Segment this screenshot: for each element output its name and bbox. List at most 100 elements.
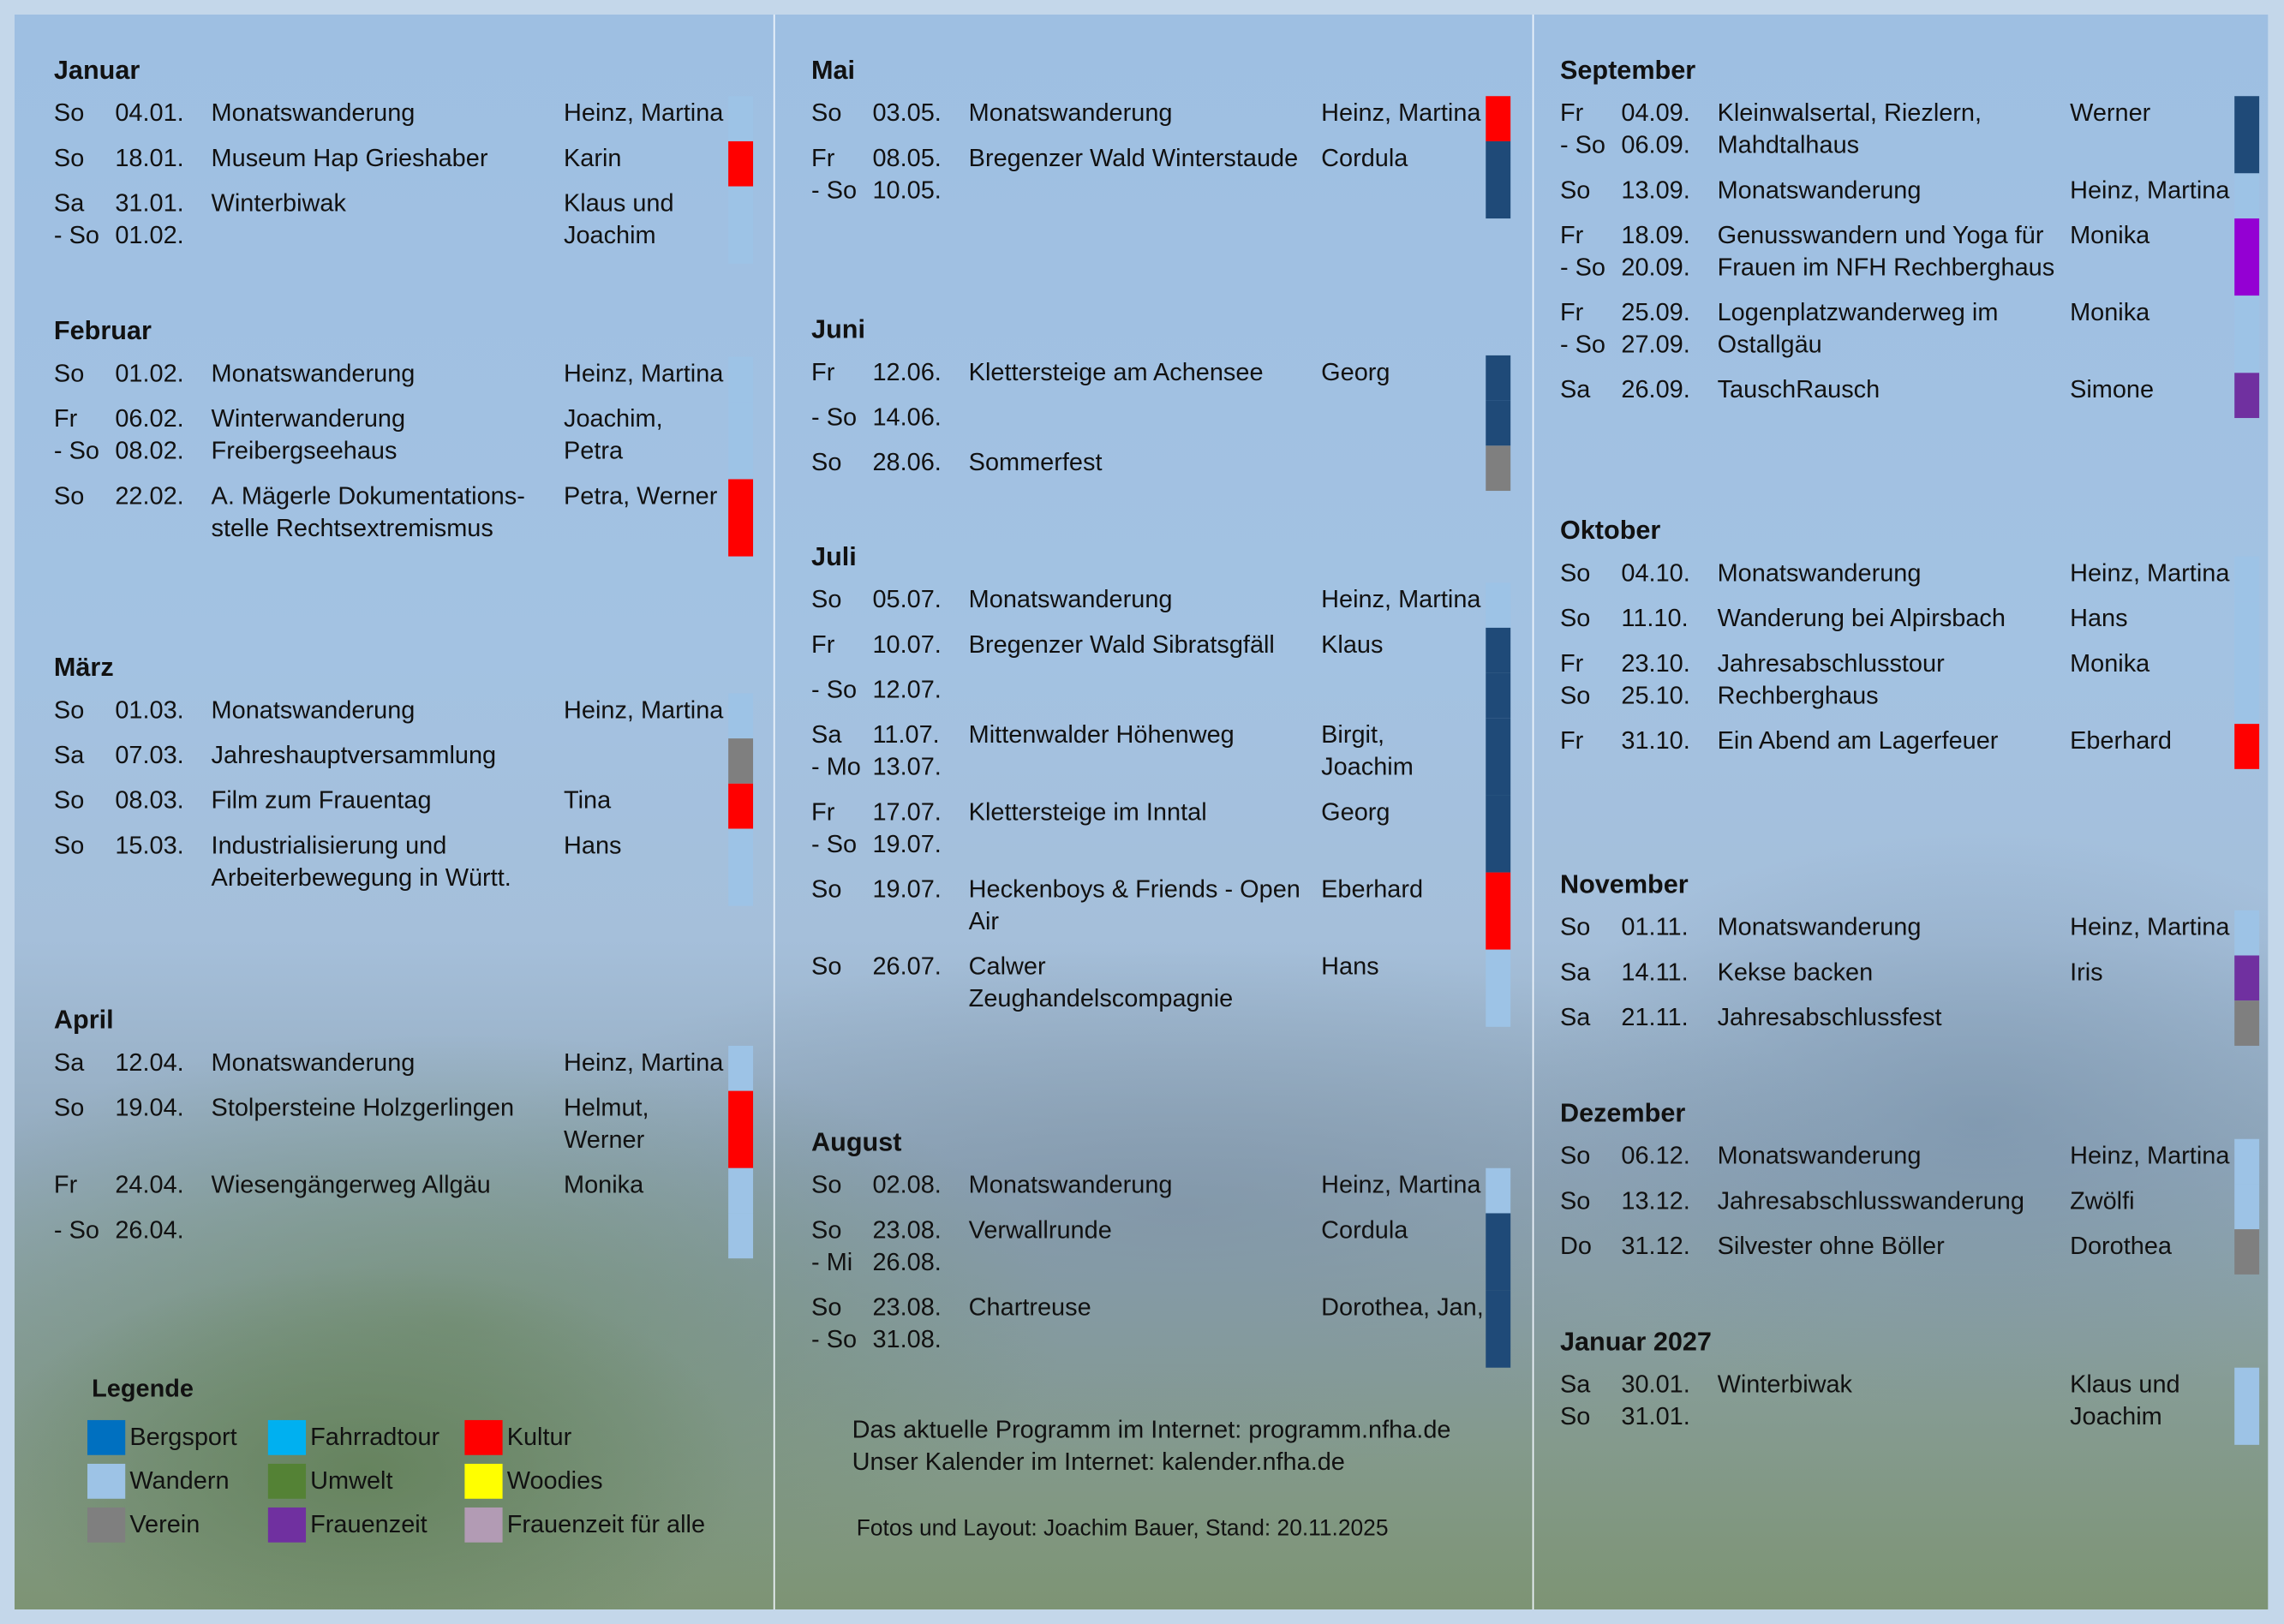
event-row[interactable]: So 19.04. Stolpersteine Holzgerlingen Helmu…: [54, 1090, 754, 1168]
event-row[interactable]: Fr 24.04. Wiesengängerweg Allgäu Monika: [53, 1167, 754, 1214]
event-row[interactable]: Fr - So 06.02. 08.02. Winterwanderung Frei…: [54, 402, 754, 480]
legend-label: Bergsport: [129, 1423, 237, 1451]
event-row[interactable]: Sa - So 31.01. 01.02. Winterbiwak Klaus und…: [54, 186, 754, 264]
category-bar-bergsport: [1486, 1213, 1511, 1291]
event-date: 01.11.: [1621, 913, 1689, 941]
event-date: 19.04.: [115, 1094, 184, 1122]
event-leader: Monika: [2070, 221, 2150, 249]
event-title: Museum Hap Grieshaber: [211, 144, 488, 172]
event-date: 26.07.: [872, 952, 942, 981]
event-row[interactable]: Fr - So 25.09. 27.09. Logenplatzwanderweg …: [1560, 296, 2260, 373]
event-title: Ein Abend am Lagerfeuer: [1717, 726, 1999, 755]
event-row[interactable]: So - So 23.08. 31.08. Chartreuse Dorothea, …: [811, 1290, 1511, 1368]
event-title: Monatswanderung: [211, 99, 416, 127]
month-section: Dezember So 06.12. Monatswanderung Heinz, Ma…: [1559, 1096, 2260, 1275]
event-leader: Heinz, Martina: [2070, 558, 2230, 588]
month-heading: Januar 2027: [1559, 1327, 1712, 1357]
event-row[interactable]: So 01.02. Monatswanderung Heinz, Martina: [54, 356, 754, 403]
event-row[interactable]: Sa 26.09. TauschRausch Simone: [1559, 373, 2260, 419]
event-title: TauschRausch: [1717, 375, 1880, 404]
event-date: 10.07.: [872, 630, 942, 659]
event-day: Sa: [53, 1048, 85, 1077]
event-leader: Helmut, Werner: [564, 1094, 649, 1154]
event-day: So: [1559, 176, 1591, 205]
category-bar-kultur: [1486, 96, 1511, 141]
event-row[interactable]: So 04.01. Monatswanderung Heinz, Martina: [54, 96, 754, 141]
event-date: 23.10. 25.10.: [1621, 649, 1690, 710]
event-row[interactable]: So 01.03. Monatswanderung Heinz, Martina: [54, 693, 754, 739]
month-heading: Dezember: [1559, 1098, 1686, 1128]
legend-label: Umwelt: [310, 1466, 393, 1495]
event-date: 23.08. 31.08.: [872, 1293, 942, 1353]
event-row[interactable]: So 15.03. Industrialisierung und Arbeiterb…: [54, 828, 754, 906]
event-title: Klettersteige im Inntal: [968, 797, 1207, 827]
event-date: 26.04.: [115, 1215, 184, 1245]
event-title: Monatswanderung: [211, 696, 416, 725]
event-leader: Heinz, Martina: [564, 360, 724, 388]
event-row[interactable]: Fr - So 18.09. 20.09. Genusswandern und Yo…: [1560, 218, 2260, 296]
category-bar-wandern: [728, 828, 754, 906]
event-row[interactable]: So 11.10. Wanderung bei Alpirsbach Hans: [1560, 601, 2260, 647]
event-row[interactable]: - So 12.07.: [811, 672, 1511, 719]
mountain-background: [15, 15, 2269, 1609]
event-row[interactable]: Fr - So 17.07. 19.07. Klettersteige im Inn…: [811, 795, 1511, 873]
event-title: Winterwanderung Freibergseehaus: [211, 404, 406, 465]
event-row[interactable]: So 19.07. Heckenboys & Friends - Open Air E…: [811, 872, 1511, 950]
event-row[interactable]: Sa 21.11. Jahresabschlussfest: [1560, 1000, 2260, 1046]
event-row[interactable]: Fr - So 04.09. 06.09. Kleinwalsertal, Riez…: [1560, 96, 2260, 174]
event-row[interactable]: Sa 14.11. Kekse backen Iris: [1560, 955, 2260, 1001]
event-row[interactable]: So 05.07. Monatswanderung Heinz, Martina: [811, 582, 1511, 628]
event-row[interactable]: So 04.10. Monatswanderung Heinz, Martina: [1560, 556, 2260, 602]
event-day: So: [53, 144, 85, 172]
event-row[interactable]: So 18.01. Museum Hap Grieshaber Karin: [53, 140, 754, 187]
legend-label: Verein: [129, 1510, 200, 1538]
event-leader: Joachim, Petra: [564, 404, 663, 465]
event-row[interactable]: So 28.06. Sommerfest: [811, 445, 1511, 492]
month-section: Oktober So 04.10. Monatswanderung Heinz, Mar…: [1559, 514, 2260, 769]
event-day: Sa: [1559, 375, 1591, 404]
event-date: 12.07.: [872, 676, 942, 704]
event-title: Industrialisierung und Arbeiterbewegung …: [211, 831, 511, 892]
event-row[interactable]: So 06.12. Monatswanderung Heinz, Martina: [1560, 1138, 2260, 1185]
event-row[interactable]: - So 14.06.: [811, 400, 1511, 446]
category-bar-wandern: [728, 1167, 754, 1214]
event-row[interactable]: So 02.08. Monatswanderung Heinz, Martina: [811, 1167, 1511, 1214]
category-bar-wandern: [1486, 1167, 1511, 1214]
event-row[interactable]: Sa 12.04. Monatswanderung Heinz, Martina: [53, 1045, 754, 1091]
event-row[interactable]: - So 26.04.: [54, 1213, 754, 1259]
event-day: So: [811, 99, 842, 127]
event-day: Fr: [53, 1171, 78, 1199]
month-heading: Oktober: [1559, 515, 1661, 545]
event-row[interactable]: Fr - So 08.05. 10.05. Bregenzer Wald Winte…: [811, 140, 1511, 219]
event-day: Sa So: [1559, 1370, 1591, 1430]
category-bar-bergsport: [1486, 355, 1511, 401]
event-title: Jahresabschlusswanderung: [1717, 1186, 2024, 1215]
event-row[interactable]: So 13.09. Monatswanderung Heinz, Martina: [1559, 173, 2260, 219]
event-row[interactable]: Fr So 23.10. 25.10. Jahresabschlusstour Re…: [1560, 646, 2260, 725]
category-bar-wandern: [1486, 582, 1511, 628]
event-row[interactable]: Fr 10.07. Bregenzer Wald Sibratsgfäll Klaus: [811, 627, 1511, 673]
event-title: Winterbiwak: [1717, 1370, 1853, 1399]
event-row[interactable]: Sa - Mo 11.07. 13.07. Mittenwalder Höhenwe…: [811, 718, 1511, 796]
legend-swatch: [87, 1463, 126, 1499]
category-bar-frauenzeit: [2234, 373, 2260, 419]
event-row[interactable]: Sa 07.03. Jahreshauptversammlung: [54, 738, 754, 784]
event-row[interactable]: So 26.07. Calwer Zeughandelscompagnie Hans: [811, 949, 1511, 1027]
event-row[interactable]: Fr 31.10. Ein Abend am Lagerfeuer Eberhard: [1560, 724, 2260, 769]
event-leader: Werner: [2070, 99, 2151, 127]
event-title: Monatswanderung: [968, 585, 1173, 613]
category-bar-bergsport: [1486, 140, 1511, 219]
event-date: 28.06.: [872, 448, 942, 477]
event-row[interactable]: So 01.11. Monatswanderung Heinz, Martina: [1560, 910, 2260, 956]
event-leader: Heinz, Martina: [564, 99, 724, 127]
event-row[interactable]: Fr 12.06. Klettersteige am Achensee Georg: [811, 355, 1511, 401]
event-row[interactable]: Do 31.12. Silvester ohne Böller Dorothea: [1560, 1229, 2260, 1275]
event-row[interactable]: So 13.12. Jahresabschlusswanderung Zwölfi: [1560, 1184, 2260, 1230]
event-row[interactable]: Sa So 30.01. 31.01. Winterbiwak Klaus und J…: [1559, 1367, 2260, 1445]
event-row[interactable]: So 08.03. Film zum Frauentag Tina: [54, 783, 754, 829]
event-row[interactable]: So 03.05. Monatswanderung Heinz, Martina: [811, 96, 1511, 141]
credits-text: Fotos und Layout: Joachim Bauer, Stand: …: [856, 1516, 1389, 1542]
month-heading: Juli: [811, 541, 857, 571]
event-row[interactable]: So 22.02. A. Mägerle Dokumentations- stell…: [54, 479, 754, 557]
event-row[interactable]: So - Mi 23.08. 26.08. Verwallrunde Cordula: [811, 1213, 1511, 1291]
